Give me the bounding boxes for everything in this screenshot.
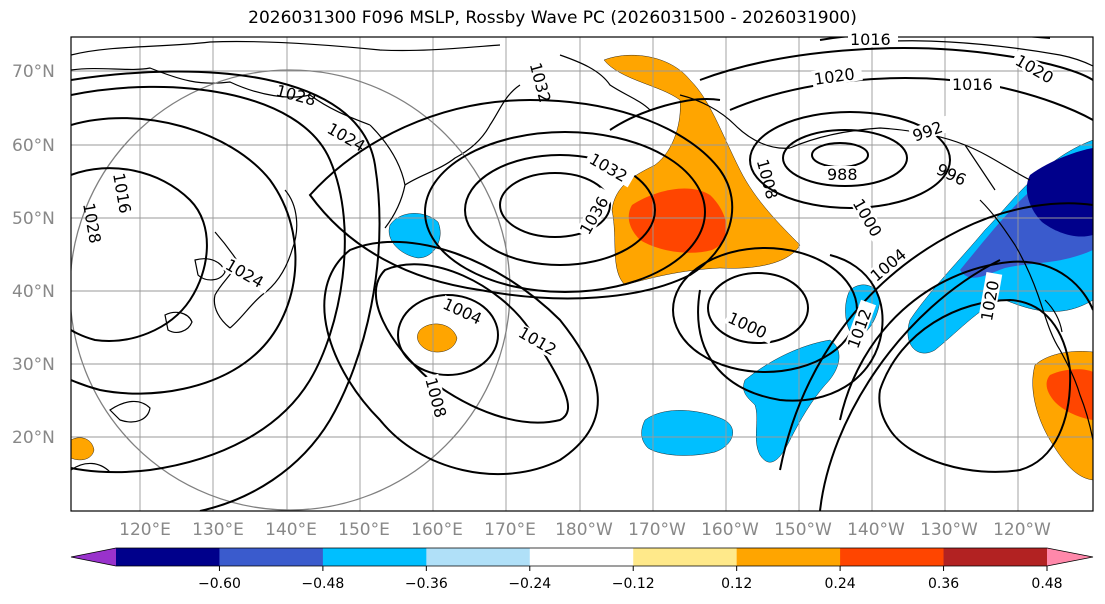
lat-label: 20°N <box>12 428 55 448</box>
colorbar-extend-min <box>71 548 116 566</box>
lon-label: 180°W <box>555 520 613 540</box>
lon-label: 170°E <box>484 520 536 540</box>
colorbar-tick-label: 0.36 <box>928 576 959 592</box>
isobar-label: 988 <box>827 165 858 184</box>
lon-label: 160°E <box>411 520 463 540</box>
colorbar-tick-label: 0.12 <box>721 576 752 592</box>
lon-label: 130°W <box>920 520 978 540</box>
great-circle-outline <box>71 69 511 511</box>
colorbar-segment <box>633 548 738 566</box>
lon-label: 150°W <box>774 520 832 540</box>
lon-label: 170°W <box>628 520 686 540</box>
colorbar-segment <box>529 548 634 566</box>
colorbar-tick-label: 0.48 <box>1031 576 1062 592</box>
lat-label: 30°N <box>12 355 55 375</box>
positive-anomaly-southchina <box>71 437 95 461</box>
colorbar-outline <box>70 547 1094 567</box>
colorbar: −0.60 −0.48 −0.36 −0.24 −0.12 0.12 0.24 0.36 0.4… <box>70 547 1094 592</box>
colorbar-tick-label: −0.12 <box>612 576 655 592</box>
lat-label: 50°N <box>12 209 55 229</box>
lat-label: 70°N <box>12 62 55 82</box>
colorbar-segment <box>736 548 841 566</box>
colorbar-segment <box>116 548 220 566</box>
map-border <box>70 36 1094 512</box>
negative-anomaly-strong <box>1026 148 1093 237</box>
colorbar-extend-max <box>1047 548 1093 566</box>
coastlines <box>71 40 1093 473</box>
lon-label: 120°W <box>993 520 1051 540</box>
lon-label: 150°E <box>338 520 390 540</box>
latitude-labels: 70°N 60°N 50°N 40°N 30°N 20°N <box>12 62 55 448</box>
lat-label: 40°N <box>12 282 55 302</box>
colorbar-segment <box>426 548 531 566</box>
colorbar-tick-label: −0.48 <box>301 576 344 592</box>
lat-label: 60°N <box>12 136 55 156</box>
positive-anomaly-small <box>417 323 458 353</box>
colorbar-segment <box>322 548 427 566</box>
colorbar-tick-label: 0.24 <box>825 576 856 592</box>
colorbar-tick-label: −0.60 <box>198 576 241 592</box>
lon-label: 120°E <box>119 520 171 540</box>
lon-label: 130°E <box>192 520 244 540</box>
isobars <box>71 37 1093 511</box>
lon-label: 140°E <box>265 520 317 540</box>
longitude-labels: 120°E 130°E 140°E 150°E 160°E 170°E 180°… <box>119 520 1051 540</box>
colorbar-segment <box>840 548 945 566</box>
colorbar-tick-label: −0.24 <box>508 576 551 592</box>
colorbar-segment <box>219 548 324 566</box>
lon-label: 160°W <box>701 520 759 540</box>
isobar-label: 1016 <box>850 30 891 49</box>
isobar-label: 1016 <box>952 75 993 94</box>
lon-label: 140°W <box>847 520 905 540</box>
colorbar-segment <box>943 548 1048 566</box>
negative-anomaly-subtropical-2 <box>641 410 733 456</box>
map-title: 2026031300 F096 MSLP, Rossby Wave PC (20… <box>248 8 857 28</box>
colorbar-tick-label: −0.36 <box>405 576 448 592</box>
